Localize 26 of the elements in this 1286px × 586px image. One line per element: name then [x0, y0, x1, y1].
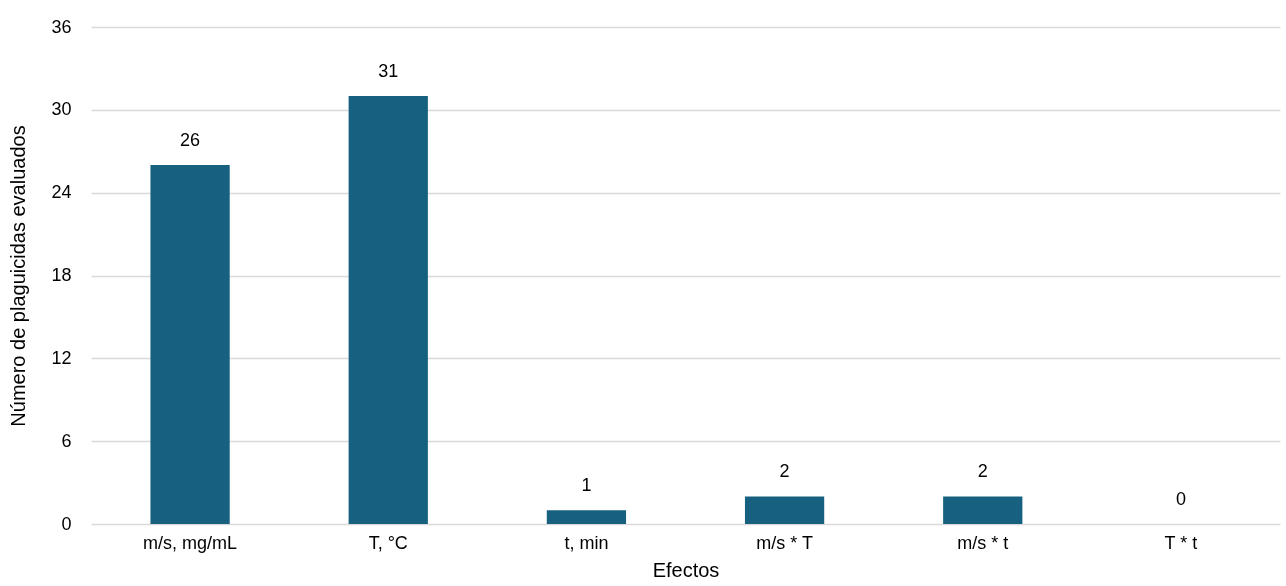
data-label: 26: [180, 130, 201, 151]
bar: [943, 496, 1023, 524]
bar: [150, 165, 230, 524]
data-label: 2: [977, 461, 988, 482]
x-axis-title: Efectos: [652, 558, 720, 581]
x-tick-label: m/s * t: [957, 532, 1009, 553]
x-tick-label: T * t: [1164, 532, 1198, 553]
y-tick-label: 36: [51, 16, 72, 37]
y-axis-title: Número de plaguicidas evaluados: [7, 125, 30, 427]
data-label: 2: [779, 461, 790, 482]
data-label: 1: [581, 475, 592, 496]
y-tick-label: 6: [61, 430, 72, 451]
y-tick-label: 24: [51, 182, 72, 203]
bar: [546, 510, 627, 524]
bar: [744, 496, 825, 524]
bar: [348, 96, 428, 524]
x-tick-label: m/s, mg/mL: [143, 532, 238, 553]
data-label: 31: [378, 61, 399, 82]
x-tick-label: T, °C: [368, 532, 408, 553]
y-tick-label: 30: [51, 99, 72, 120]
data-label: 0: [1175, 489, 1186, 509]
x-tick-label: t, min: [564, 532, 609, 553]
y-tick-label: 12: [51, 347, 72, 368]
x-tick-label: m/s * T: [756, 532, 813, 553]
y-tick-label: 18: [51, 265, 72, 285]
y-tick-label: 0: [61, 513, 72, 534]
